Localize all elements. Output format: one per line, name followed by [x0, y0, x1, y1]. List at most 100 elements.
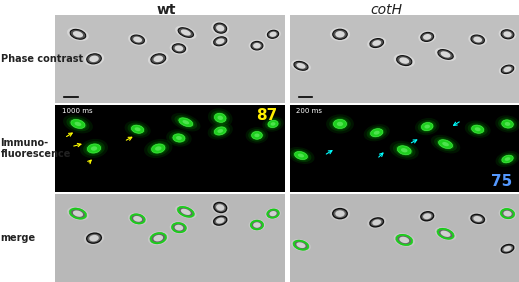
Ellipse shape	[366, 126, 387, 139]
Ellipse shape	[465, 121, 490, 138]
Ellipse shape	[173, 134, 185, 142]
Ellipse shape	[298, 154, 304, 157]
Ellipse shape	[468, 213, 487, 225]
Ellipse shape	[335, 31, 345, 38]
Ellipse shape	[151, 54, 166, 64]
Ellipse shape	[501, 65, 514, 74]
Ellipse shape	[496, 151, 519, 167]
Ellipse shape	[130, 124, 145, 134]
Text: merge: merge	[1, 233, 36, 243]
Ellipse shape	[216, 204, 224, 211]
Ellipse shape	[393, 54, 415, 67]
Ellipse shape	[397, 235, 412, 245]
Ellipse shape	[176, 136, 182, 140]
Ellipse shape	[439, 140, 453, 149]
Ellipse shape	[251, 41, 263, 50]
Ellipse shape	[371, 129, 383, 137]
Ellipse shape	[89, 56, 99, 62]
Ellipse shape	[131, 35, 144, 44]
Ellipse shape	[421, 32, 433, 41]
Ellipse shape	[172, 44, 186, 53]
Text: 1000 ms: 1000 ms	[62, 108, 92, 114]
Ellipse shape	[390, 141, 419, 160]
Ellipse shape	[171, 113, 200, 131]
Ellipse shape	[69, 118, 87, 129]
Ellipse shape	[216, 38, 225, 44]
Ellipse shape	[211, 110, 230, 125]
Ellipse shape	[265, 29, 281, 40]
Ellipse shape	[501, 30, 514, 39]
Ellipse shape	[332, 118, 348, 130]
Ellipse shape	[468, 33, 487, 46]
Ellipse shape	[67, 27, 89, 41]
Ellipse shape	[174, 45, 183, 51]
Ellipse shape	[369, 128, 385, 138]
Ellipse shape	[441, 231, 450, 237]
Ellipse shape	[442, 142, 449, 146]
Ellipse shape	[267, 30, 279, 38]
Ellipse shape	[87, 233, 101, 243]
Ellipse shape	[249, 40, 265, 52]
Ellipse shape	[148, 231, 169, 245]
Ellipse shape	[214, 127, 226, 135]
Ellipse shape	[499, 28, 516, 41]
Ellipse shape	[367, 37, 386, 49]
Ellipse shape	[73, 210, 83, 217]
Ellipse shape	[134, 127, 141, 131]
Ellipse shape	[86, 143, 102, 154]
Ellipse shape	[326, 114, 354, 134]
Ellipse shape	[294, 241, 308, 250]
Ellipse shape	[169, 131, 189, 145]
Ellipse shape	[84, 231, 104, 245]
Ellipse shape	[367, 216, 386, 229]
Ellipse shape	[268, 120, 278, 128]
Ellipse shape	[211, 21, 229, 35]
Ellipse shape	[83, 141, 105, 156]
Ellipse shape	[269, 32, 277, 37]
Ellipse shape	[265, 208, 281, 219]
Ellipse shape	[217, 129, 223, 133]
Ellipse shape	[288, 147, 315, 164]
Ellipse shape	[471, 35, 484, 44]
Ellipse shape	[267, 119, 279, 129]
Ellipse shape	[296, 242, 306, 248]
Ellipse shape	[501, 209, 514, 218]
Ellipse shape	[330, 27, 350, 41]
Ellipse shape	[67, 207, 89, 221]
Ellipse shape	[213, 112, 227, 124]
Ellipse shape	[248, 129, 266, 142]
Ellipse shape	[435, 48, 456, 61]
Ellipse shape	[501, 244, 514, 253]
Ellipse shape	[128, 123, 148, 136]
Ellipse shape	[178, 207, 194, 217]
Ellipse shape	[475, 127, 481, 131]
Ellipse shape	[155, 146, 161, 151]
Text: wt: wt	[156, 3, 176, 17]
Ellipse shape	[500, 119, 515, 129]
Ellipse shape	[499, 207, 516, 220]
Ellipse shape	[374, 131, 380, 135]
Ellipse shape	[144, 139, 172, 158]
Ellipse shape	[397, 56, 412, 65]
Text: 87: 87	[256, 108, 278, 123]
Ellipse shape	[468, 123, 488, 136]
Ellipse shape	[171, 133, 186, 143]
Ellipse shape	[505, 157, 510, 161]
Ellipse shape	[170, 42, 188, 55]
Ellipse shape	[291, 60, 311, 72]
Ellipse shape	[441, 51, 450, 58]
Ellipse shape	[370, 218, 384, 227]
Ellipse shape	[133, 37, 142, 43]
Ellipse shape	[70, 209, 86, 219]
Ellipse shape	[166, 129, 192, 147]
Ellipse shape	[335, 210, 345, 217]
Ellipse shape	[131, 125, 144, 133]
Ellipse shape	[471, 214, 484, 223]
Text: Immuno-
fluorescence: Immuno- fluorescence	[1, 138, 71, 159]
Ellipse shape	[434, 137, 457, 151]
Ellipse shape	[399, 237, 409, 243]
Ellipse shape	[393, 233, 415, 247]
Ellipse shape	[217, 116, 223, 120]
Ellipse shape	[418, 210, 436, 222]
Ellipse shape	[499, 63, 516, 75]
